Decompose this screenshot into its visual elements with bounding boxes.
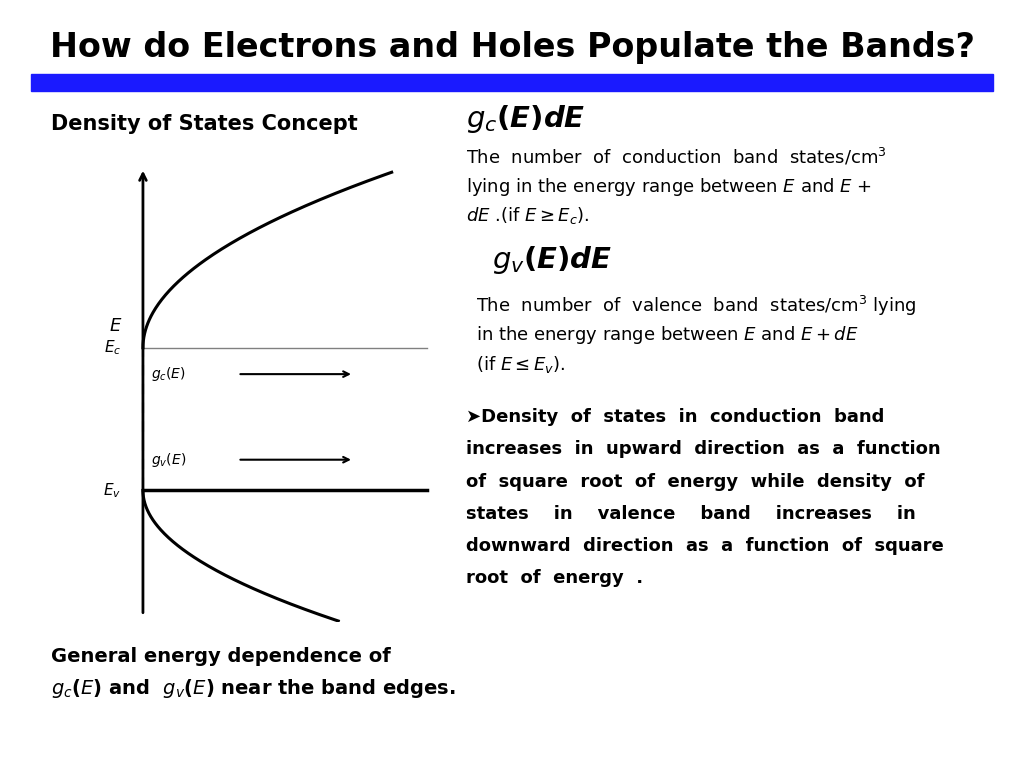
Text: $\mathit{\boldsymbol{g_v}}$$\mathit{\boldsymbol{(E)dE}}$: $\mathit{\boldsymbol{g_v}}$$\mathit{\bol… bbox=[492, 243, 611, 276]
Text: The  number  of  valence  band  states/cm$^3$ lying: The number of valence band states/cm$^3$… bbox=[476, 294, 916, 318]
Text: $g_c(E)$: $g_c(E)$ bbox=[152, 365, 186, 383]
Text: $E_c$: $E_c$ bbox=[104, 339, 121, 357]
Text: (if $E \leq E_v$).: (if $E \leq E_v$). bbox=[476, 354, 566, 375]
Text: $E$: $E$ bbox=[110, 317, 123, 335]
Text: increases  in  upward  direction  as  a  function: increases in upward direction as a funct… bbox=[466, 440, 941, 458]
Text: $g_v(E)$: $g_v(E)$ bbox=[152, 451, 186, 468]
Text: states    in    valence    band    increases    in: states in valence band increases in bbox=[466, 505, 915, 523]
Text: $E_v$: $E_v$ bbox=[103, 481, 121, 500]
Text: General energy dependence of: General energy dependence of bbox=[51, 647, 391, 666]
Text: root  of  energy  .: root of energy . bbox=[466, 569, 643, 588]
Text: lying in the energy range between $E$ and $E$ +: lying in the energy range between $E$ an… bbox=[466, 176, 871, 197]
Text: ➤Density  of  states  in  conduction  band: ➤Density of states in conduction band bbox=[466, 408, 885, 426]
Bar bbox=[31, 74, 993, 91]
Text: $\mathit{\boldsymbol{g_c}}$$\mathit{\boldsymbol{(E)dE}}$: $\mathit{\boldsymbol{g_c}}$$\mathit{\bol… bbox=[466, 103, 586, 135]
Text: The  number  of  conduction  band  states/cm$^3$: The number of conduction band states/cm$… bbox=[466, 147, 887, 168]
Text: $g_c$($E$) and  $g_v$($E$) near the band edges.: $g_c$($E$) and $g_v$($E$) near the band … bbox=[51, 677, 456, 700]
Text: downward  direction  as  a  function  of  square: downward direction as a function of squa… bbox=[466, 537, 944, 555]
Text: in the energy range between $E$ and $E + dE$: in the energy range between $E$ and $E +… bbox=[476, 324, 859, 346]
Text: How do Electrons and Holes Populate the Bands?: How do Electrons and Holes Populate the … bbox=[49, 31, 975, 64]
Text: Density of States Concept: Density of States Concept bbox=[51, 114, 358, 134]
Text: $dE$ .(if $E \geq E_c$).: $dE$ .(if $E \geq E_c$). bbox=[466, 205, 589, 227]
Text: of  square  root  of  energy  while  density  of: of square root of energy while density o… bbox=[466, 472, 925, 491]
